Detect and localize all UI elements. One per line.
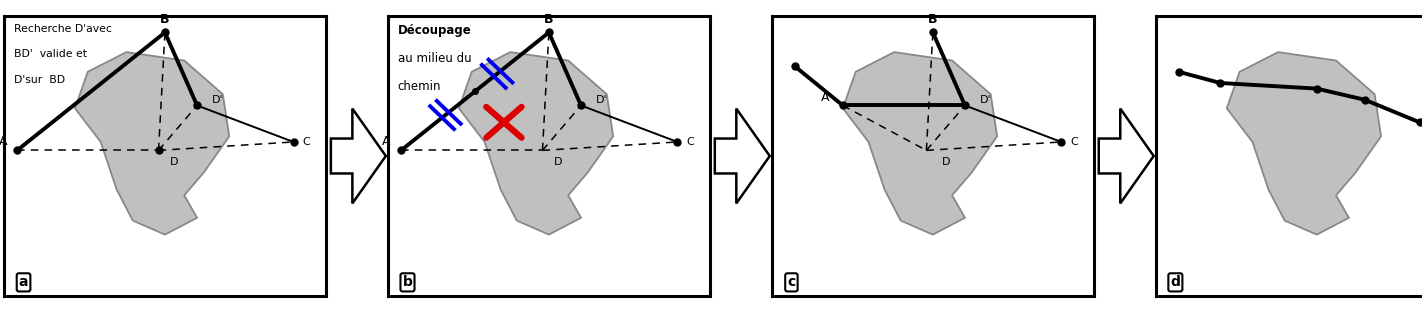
Text: a: a: [18, 275, 28, 289]
Text: D': D': [980, 95, 991, 105]
Polygon shape: [1099, 109, 1153, 203]
Text: Découpage: Découpage: [398, 24, 472, 37]
Polygon shape: [715, 109, 769, 203]
Text: C: C: [303, 137, 310, 147]
Text: Recherche D'avec: Recherche D'avec: [14, 24, 112, 34]
Text: D'sur  BD: D'sur BD: [14, 75, 65, 85]
Text: d: d: [1170, 275, 1180, 289]
Text: A: A: [0, 135, 7, 149]
Text: D': D': [596, 95, 607, 105]
Polygon shape: [1227, 52, 1381, 235]
Text: B: B: [161, 13, 169, 26]
Text: au milieu du: au milieu du: [398, 52, 472, 65]
Text: D: D: [171, 157, 179, 167]
Text: C: C: [1071, 137, 1078, 147]
Text: A: A: [820, 90, 829, 104]
Polygon shape: [843, 52, 997, 235]
Text: BD'  valide et: BD' valide et: [14, 49, 87, 59]
Polygon shape: [75, 52, 229, 235]
Text: B: B: [929, 13, 937, 26]
Text: b: b: [402, 275, 412, 289]
Text: D: D: [555, 157, 563, 167]
Text: chemin: chemin: [398, 80, 441, 93]
Polygon shape: [331, 109, 385, 203]
Text: c: c: [788, 275, 795, 289]
Text: B: B: [545, 13, 553, 26]
Polygon shape: [459, 52, 613, 235]
Text: C: C: [687, 137, 694, 147]
Text: D: D: [941, 157, 950, 167]
Text: A: A: [383, 135, 391, 149]
Text: D': D': [212, 95, 223, 105]
